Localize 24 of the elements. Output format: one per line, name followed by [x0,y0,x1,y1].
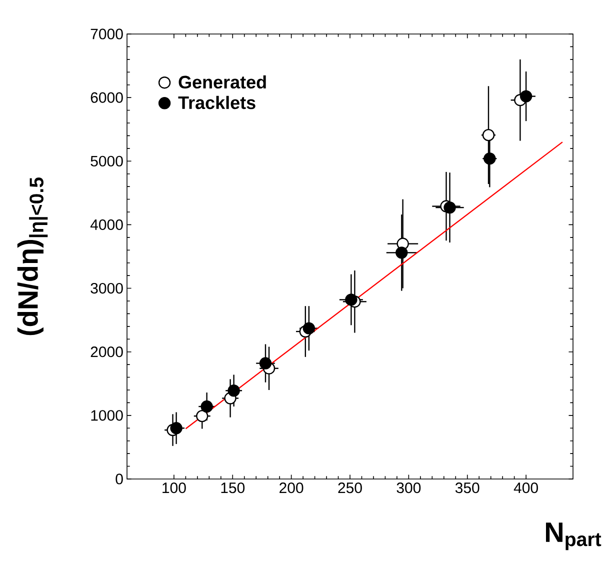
point [444,201,456,214]
point [520,90,532,102]
point [170,422,182,434]
x-tick-label: 150 [221,482,245,494]
y-tick-label: 7000 [90,28,123,40]
y-tick-label: 6000 [90,92,123,103]
point [396,246,408,259]
y-tick-label: 2000 [90,346,123,358]
x-tick-label: 400 [514,482,538,494]
legend-label: Generated [178,75,266,89]
y-tick-label: 1000 [91,410,123,421]
y-tick-label: 0 [116,474,123,484]
point [345,294,358,306]
x-tick-label: 300 [396,482,421,494]
x-tick-label: 200 [280,482,304,494]
legend-label: Tracklets [178,96,256,110]
x-tick-label: 350 [455,482,480,494]
x-tick-label: 250 [338,482,362,494]
x-tick-label: 100 [162,482,186,494]
y-tick-label: 5000 [90,156,123,166]
y-axis-title: (dN/dη)$_{|η|<0.5}$ [17,177,48,336]
y-tick-label: 4000 [90,219,123,230]
y-tick-label: 3000 [90,282,123,294]
x-axis-title: N$_{part}$ [546,522,602,550]
